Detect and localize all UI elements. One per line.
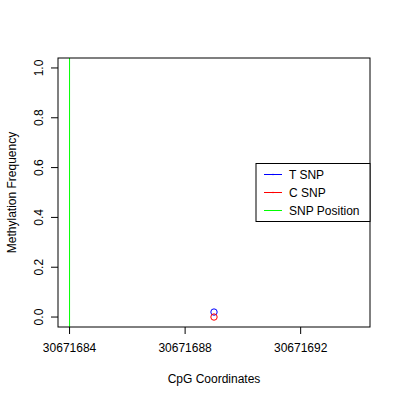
legend-box — [256, 164, 370, 222]
plot-frame — [58, 58, 370, 327]
legend: T SNP C SNP SNP Position — [256, 164, 370, 222]
chart: 30671684 30671688 30671692 0.0 0.2 0.4 0.6 0.8 1… — [0, 0, 400, 400]
background — [0, 0, 400, 400]
x-tick-label: 30671692 — [274, 341, 328, 355]
snp-position-line — [69, 58, 70, 327]
y-tick-label: 1.0 — [32, 59, 46, 76]
x-tick-label: 30671684 — [43, 341, 97, 355]
plot-marks — [70, 58, 218, 327]
y-tick — [51, 317, 58, 318]
legend-key — [264, 174, 282, 175]
x-tick-label: 30671688 — [158, 341, 212, 355]
y-tick — [51, 67, 58, 68]
legend-key — [264, 192, 282, 193]
y-tick — [51, 167, 58, 168]
legend-key-dot — [272, 192, 274, 194]
x-tick — [300, 327, 301, 334]
y-axis-label: Methylation Frequency — [5, 132, 19, 253]
legend-label: SNP Position — [289, 204, 359, 218]
y-tick-label: 0.8 — [32, 109, 46, 126]
x-tick — [69, 327, 70, 334]
y-tick-label: 0.0 — [32, 308, 46, 325]
x-tick — [185, 327, 186, 334]
y-tick-label: 0.6 — [32, 159, 46, 176]
legend-label: T SNP — [289, 168, 324, 182]
y-tick-label: 0.4 — [32, 209, 46, 226]
y-tick — [51, 267, 58, 268]
legend-key-dot — [272, 174, 274, 176]
y-tick-label: 0.2 — [32, 259, 46, 276]
point — [211, 314, 217, 320]
x-axis-label: CpG Coordinates — [168, 372, 261, 386]
y-tick — [51, 117, 58, 118]
y-tick — [51, 217, 58, 218]
legend-label: C SNP — [289, 186, 326, 200]
legend-key — [264, 210, 282, 211]
